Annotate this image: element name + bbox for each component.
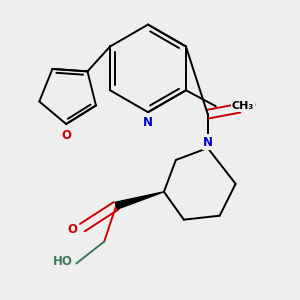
Text: CH₃: CH₃ xyxy=(232,101,254,111)
Text: O: O xyxy=(61,129,71,142)
Text: HO: HO xyxy=(52,255,72,268)
Text: O: O xyxy=(68,223,77,236)
Text: O: O xyxy=(246,98,256,112)
Text: N: N xyxy=(143,116,153,129)
Text: N: N xyxy=(203,136,213,148)
Polygon shape xyxy=(115,192,164,209)
